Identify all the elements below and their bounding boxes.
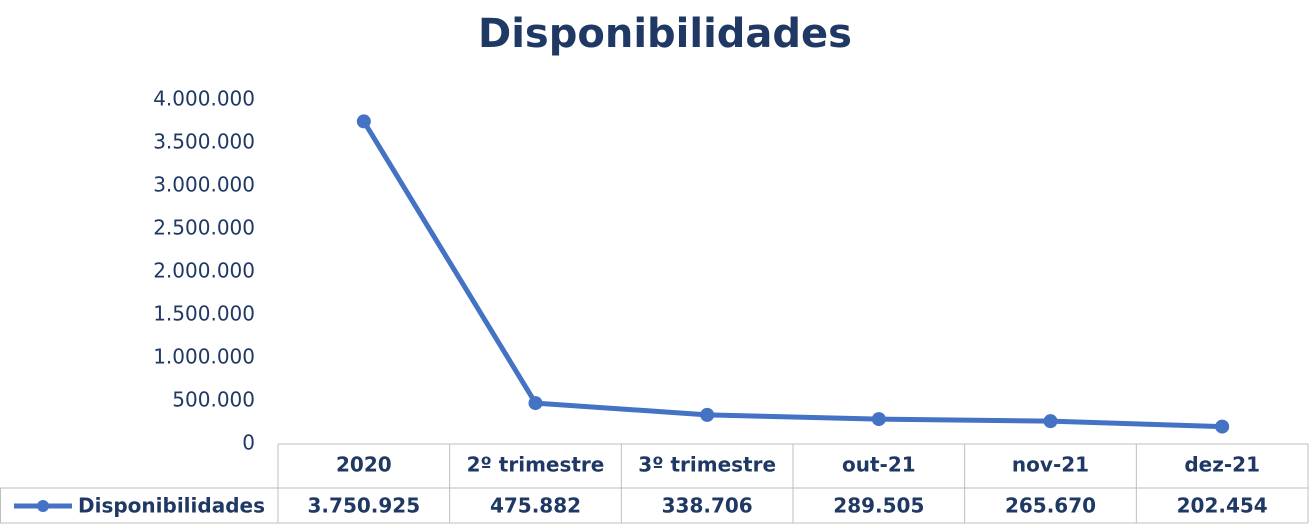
y-tick-label: 3.000.000	[153, 173, 255, 197]
chart-title: Disponibilidades	[478, 11, 852, 57]
legend-label: Disponibilidades	[78, 494, 265, 518]
x-tick-label: 2020	[336, 453, 392, 477]
series-line	[361, 120, 1223, 430]
table-value: 475.882	[490, 494, 581, 518]
point	[1043, 414, 1058, 429]
point	[528, 396, 543, 411]
y-tick-label: 1.500.000	[153, 302, 255, 326]
point	[871, 412, 886, 427]
point	[1215, 419, 1230, 434]
x-tick-label: dez-21	[1184, 453, 1260, 477]
y-tick-label: 4.000.000	[153, 87, 255, 111]
y-tick-label: 0	[242, 431, 255, 455]
point	[700, 407, 715, 422]
x-tick-label: 2º trimestre	[467, 453, 605, 477]
y-tick-label: 2.000.000	[153, 259, 255, 283]
x-tick-label: 3º trimestre	[638, 453, 776, 477]
table-value: 202.454	[1177, 494, 1268, 518]
point	[356, 114, 371, 129]
table-value: 265.670	[1005, 494, 1096, 518]
y-tick-label: 1.000.000	[153, 345, 255, 369]
y-tick-label: 3.500.000	[153, 130, 255, 154]
legend-marker	[37, 500, 49, 512]
table-value: 338.706	[662, 494, 753, 518]
y-tick-label: 2.500.000	[153, 216, 255, 240]
table-value: 289.505	[833, 494, 924, 518]
x-tick-label: out-21	[842, 453, 916, 477]
y-tick-label: 500.000	[172, 388, 255, 412]
x-tick-label: nov-21	[1012, 453, 1089, 477]
table-value: 3.750.925	[308, 494, 421, 518]
